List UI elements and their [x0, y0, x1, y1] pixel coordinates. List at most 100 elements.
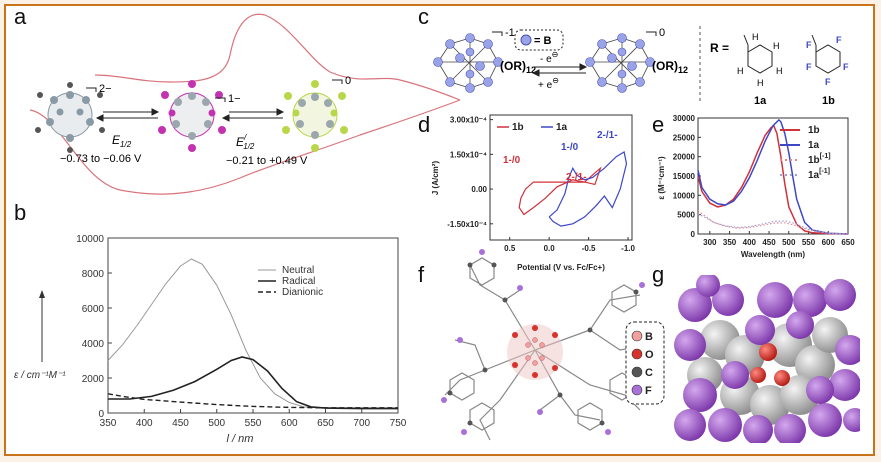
- chart-b-ytick-label: 6000: [82, 304, 105, 315]
- cv-background-curve: [29, 13, 461, 195]
- chart-d-xtick-label: -1.0: [621, 244, 635, 253]
- chart-e-xtick-label: 650: [841, 238, 855, 247]
- chart-e-xtick-label: 500: [782, 238, 796, 247]
- label-1b: 1b: [822, 95, 835, 107]
- atom-legend-box: [625, 321, 665, 405]
- chart-b-ytick-label: 0: [98, 409, 104, 420]
- boron-key-atom: [520, 34, 532, 46]
- cluster-core-halo: [507, 324, 563, 380]
- chart-d-xtick-label: 0.0: [544, 244, 556, 253]
- atom-legend-label-o: O: [645, 349, 654, 361]
- chart-e-xtick-label: 300: [703, 238, 717, 247]
- panel-letter-c: c: [418, 4, 429, 29]
- chart-d-xtick-label: -0.5: [582, 244, 596, 253]
- chart-d-ytick-label: -1.50x10⁻⁴: [447, 220, 487, 229]
- chart-d-series-1a: [548, 151, 628, 227]
- chart-d-series-1b: [518, 166, 602, 216]
- chart-b-xtick-label: 400: [136, 418, 153, 429]
- chart-e-ytick-label: 0: [691, 230, 696, 239]
- chart-e-ytick-label: 25000: [673, 133, 696, 142]
- equilibrium-arrows: [95, 108, 285, 122]
- boron-atoms-right: [585, 33, 655, 93]
- chart-d-ytick-label: 3.00x10⁻⁴: [450, 116, 487, 125]
- boron-key-label: = B: [534, 35, 551, 47]
- chart-e-series-2: [697, 210, 849, 235]
- chart-d-annotation-1: 1-/0: [561, 142, 579, 153]
- chart-b-ytick-label: 4000: [82, 339, 105, 350]
- charge-left-cage: -1: [505, 27, 515, 39]
- chart-e-ytick-label: 5000: [677, 211, 695, 220]
- panel-letter-d: d: [418, 112, 431, 137]
- or-right: (OR)12: [652, 59, 688, 75]
- chart-d-annotation-0: 1-/0: [503, 155, 521, 166]
- h-atom-3: H: [776, 66, 783, 76]
- forward-electron: - e⊖: [540, 50, 558, 65]
- charge-neutral: 0: [345, 75, 351, 87]
- chart-d-xlabel: Potential (V vs. Fc/Fc+): [517, 263, 605, 272]
- atom-legend-swatch: [631, 330, 643, 342]
- perfluorophenyl-1b: [811, 34, 841, 74]
- chart-e-xlabel: Wavelength (nm): [741, 250, 805, 259]
- chart-e-series-1: [697, 118, 849, 235]
- panel-letter-a: a: [14, 4, 27, 29]
- chart-e-xtick-label: 550: [802, 238, 816, 247]
- chart-e-legend-3: 1a[-1]: [808, 168, 830, 181]
- atom-legend-swatch: [631, 366, 643, 378]
- chart-e-xtick-label: 400: [743, 238, 757, 247]
- e-half-left-label: E1/2: [112, 133, 132, 149]
- panel-a-scheme: 2− 1− 0 E1/2 −0.73 to −0.06 V E/1/2 −0.2…: [29, 13, 461, 195]
- cluster-monoanion: [158, 80, 226, 152]
- f-atom-5: F: [806, 40, 812, 50]
- panel-letter-e: e: [652, 112, 665, 137]
- cluster-dianion: [35, 82, 105, 153]
- charge-dianion: 2−: [99, 83, 112, 95]
- backward-electron: + e⊖: [538, 76, 559, 91]
- chart-b-legend-neutral: Neutral: [282, 265, 314, 276]
- oxygen-atoms: [512, 325, 558, 378]
- chart-b-yaxis-arrowhead: [39, 290, 45, 298]
- boron-atoms-left: [433, 33, 503, 93]
- chart-b-ytick-label: 10000: [76, 234, 104, 245]
- panel-letter-b: b: [14, 200, 27, 225]
- cage-redox-arrows: [531, 63, 588, 77]
- panel-letter-f: f: [418, 262, 425, 287]
- chart-b-xtick-label: 750: [390, 418, 407, 429]
- chart-b-series-dianionic: [107, 393, 398, 409]
- chart-d-legend-1a: 1a: [556, 122, 568, 133]
- chart-b-xtick-label: 650: [317, 418, 334, 429]
- chart-e-xtick-label: 350: [723, 238, 737, 247]
- f-atom-4: F: [806, 62, 812, 72]
- chart-d-legend-1b: 1b: [512, 122, 524, 133]
- atom-legend-label-f: F: [645, 385, 652, 397]
- chart-d-annotation-2: 2-/1-: [597, 130, 618, 141]
- chart-d-ylabel: J (A/cm²): [431, 161, 440, 196]
- chart-e-ytick-label: 15000: [673, 172, 696, 181]
- chart-e-xtick-label: 600: [822, 238, 836, 247]
- charge-monoanion: 1−: [228, 93, 241, 105]
- chart-b-ytick-label: 8000: [82, 269, 105, 280]
- chart-e-legend-0: 1b: [808, 125, 820, 136]
- h-atom-5: H: [737, 66, 744, 76]
- chart-b-xtick-label: 350: [100, 418, 117, 429]
- chart-d-ytick-label: 1.50x10⁻⁴: [450, 150, 487, 159]
- chart-b-xtick-label: 450: [172, 418, 189, 429]
- chart-b-legend-dianionic: Dianionic: [282, 287, 323, 298]
- e-half-right-label: E/1/2: [236, 133, 255, 151]
- chart-e-legend-2: 1b[-1]: [808, 153, 831, 166]
- panel-letter-g: g: [652, 262, 665, 287]
- chart-b-legend-radical: Radical: [282, 276, 315, 287]
- charge-right-cage: 0: [659, 27, 665, 39]
- spacefill-model: [674, 275, 860, 443]
- cv-upper-curve: [94, 54, 231, 83]
- e-half-left-range: −0.73 to −0.06 V: [60, 153, 142, 165]
- atom-legend-label-c: C: [645, 367, 653, 379]
- cage-right: [589, 37, 651, 89]
- boron-key-box: [514, 29, 564, 51]
- f-atom-3: F: [825, 77, 831, 87]
- chart-b-ytick-label: 2000: [82, 374, 105, 385]
- chart-e-xtick-label: 450: [762, 238, 776, 247]
